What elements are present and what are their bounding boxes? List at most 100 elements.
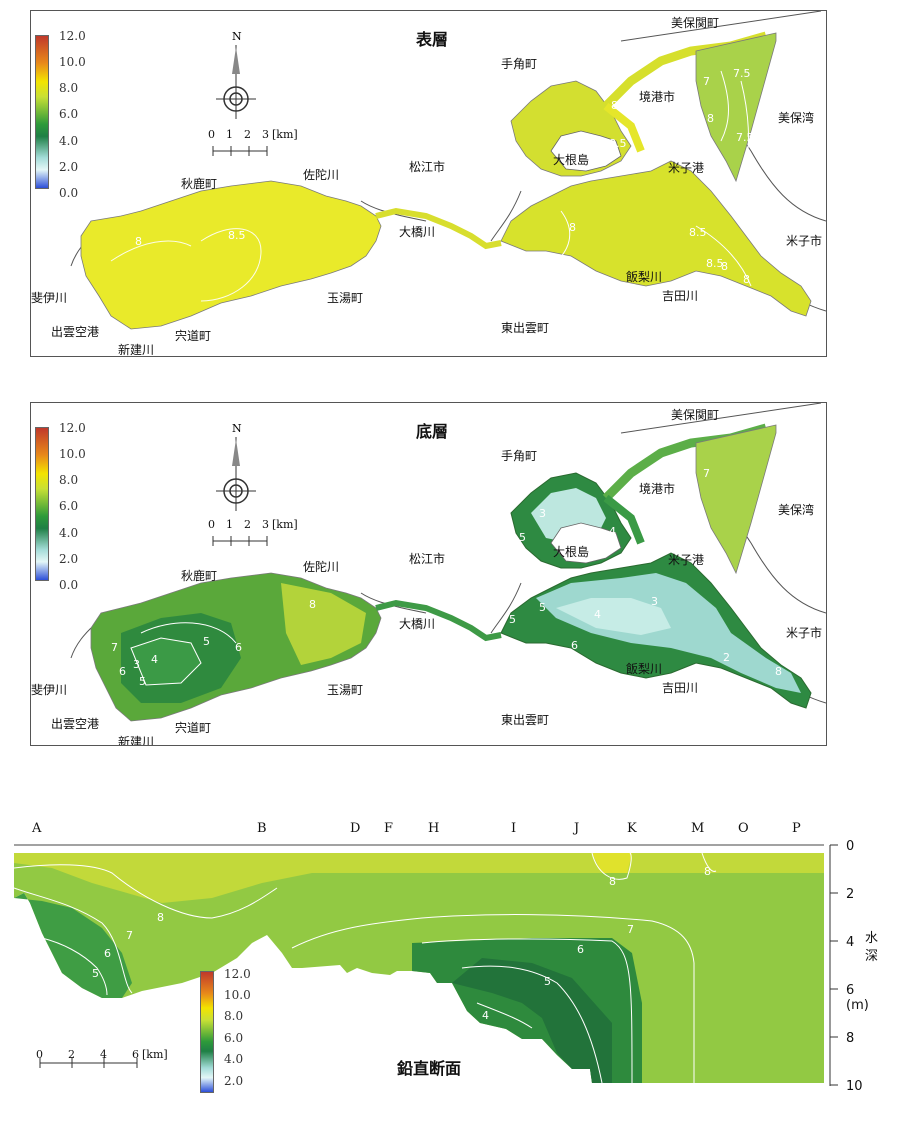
station-label: J	[574, 821, 580, 836]
contour-label: 6	[119, 665, 126, 678]
depth-axis	[829, 844, 838, 1086]
bottom-cb-tick: 10.0	[59, 447, 86, 461]
depth-tick: 6 (m)	[846, 983, 869, 1013]
place-label: 玉湯町	[327, 683, 364, 697]
contour-label: 5	[539, 601, 546, 614]
place-label: 吉田川	[662, 289, 699, 303]
contour-label: 8	[611, 99, 618, 112]
contour-label: 8.5	[689, 226, 707, 239]
contour-label: 7	[703, 75, 710, 88]
place-label: 手角町	[501, 57, 538, 71]
section-cb-tick: 6.0	[224, 1031, 244, 1045]
station-label: H	[428, 821, 440, 836]
scale-bar	[212, 536, 268, 546]
contour-label: 3	[133, 658, 140, 671]
contour-label: 7	[703, 467, 710, 480]
station-label: F	[384, 821, 394, 836]
place-label: 松江市	[409, 552, 446, 566]
contour-label: 5	[92, 967, 99, 980]
depth-axis-label: 深	[865, 949, 879, 964]
place-label: 大橋川	[399, 225, 436, 239]
surface-cb-tick: 6.0	[59, 107, 79, 121]
bottom-layer-map: 12.0 10.0 8.0 6.0 4.0 2.0 0.0 N 0 1 2 3 …	[30, 402, 827, 746]
contour-label: 4	[151, 653, 158, 666]
station-label: I	[511, 821, 517, 836]
contour-label: 8	[704, 865, 711, 878]
contour-label: 4	[594, 608, 601, 621]
depth-tick: 0	[846, 839, 855, 854]
contour-label: 5	[519, 531, 526, 544]
depth-tick: 8	[846, 1031, 855, 1046]
contour-label: 3	[651, 595, 658, 608]
scale-tick: 2	[68, 1048, 75, 1061]
place-label: 松江市	[409, 160, 446, 174]
contour-label: 8	[707, 112, 714, 125]
contour-label: 4	[482, 1009, 489, 1022]
surface-cb-tick: 12.0	[59, 29, 86, 43]
place-label: 米子市	[786, 234, 823, 248]
contour-label: 3	[539, 507, 546, 520]
contour-label: 5	[544, 975, 551, 988]
bottom-cb-tick: 4.0	[59, 526, 79, 540]
ohashi-river	[375, 599, 502, 642]
scale-unit: [km]	[272, 518, 298, 531]
lake-nakaumi	[500, 160, 812, 317]
surface-cb-tick: 4.0	[59, 134, 79, 148]
place-label: 宍道町	[175, 329, 212, 343]
place-label: 出雲空港	[51, 325, 100, 339]
contour-label: 4	[609, 525, 616, 538]
contour-label: 7	[111, 641, 118, 654]
section-cb-tick: 4.0	[224, 1052, 244, 1066]
ohashi-river	[375, 207, 502, 250]
scale-tick: 0	[208, 128, 215, 141]
miho-bay	[695, 32, 777, 183]
contour-label: 2	[723, 651, 730, 664]
surface-colorbar	[35, 35, 49, 189]
place-label: 美保関町	[671, 408, 720, 422]
scale-tick: 2	[244, 518, 251, 531]
contour-label: 5	[203, 635, 210, 648]
surface-cb-tick: 8.0	[59, 81, 79, 95]
scale-tick: 3	[262, 518, 269, 531]
section-cb-tick: 8.0	[224, 1009, 244, 1023]
contour-label: 8.5	[609, 137, 627, 150]
miho-bay	[695, 424, 777, 575]
depth-axis-label: 水	[865, 931, 879, 946]
contour-label: 5	[139, 675, 146, 688]
place-label: 宍道町	[175, 721, 212, 735]
station-label: M	[691, 821, 705, 836]
place-label: 斐伊川	[31, 291, 68, 305]
place-label: 東出雲町	[501, 321, 550, 335]
contour-label: 8.5	[706, 257, 724, 270]
bottom-cb-tick: 2.0	[59, 552, 79, 566]
depth-tick: 10	[846, 1079, 863, 1094]
contour-label: 8	[609, 875, 616, 888]
scale-bar	[212, 146, 268, 156]
north-arrow-icon: N	[211, 29, 261, 119]
contour-label: 5	[509, 613, 516, 626]
north-label: N	[232, 422, 242, 435]
place-label: 美保湾	[778, 111, 815, 125]
contour-label: 7.5	[733, 67, 751, 80]
contour-label: 6	[104, 947, 111, 960]
contour-label: 8	[569, 221, 576, 234]
place-label: 新建川	[118, 735, 155, 746]
place-label: 美保湾	[778, 503, 815, 517]
section-drawing	[13, 844, 838, 1086]
section-colorbar	[200, 971, 214, 1093]
station-label: B	[257, 821, 267, 836]
surface-cb-tick: 0.0	[59, 186, 79, 200]
place-label: 東出雲町	[501, 713, 550, 727]
scale-tick: 2	[244, 128, 251, 141]
scale-tick: 4	[100, 1048, 107, 1061]
place-label: 境港市	[639, 482, 676, 496]
section-title: 鉛直断面	[397, 1059, 462, 1078]
place-label: 吉田川	[662, 681, 699, 695]
place-label: 秋鹿町	[181, 569, 218, 583]
bottom-cb-tick: 0.0	[59, 578, 79, 592]
north-label: N	[232, 30, 242, 43]
scale-tick: 0	[208, 518, 215, 531]
contour-label: 8	[721, 260, 728, 273]
station-label: P	[792, 821, 801, 836]
north-arrow-icon: N	[211, 421, 261, 511]
